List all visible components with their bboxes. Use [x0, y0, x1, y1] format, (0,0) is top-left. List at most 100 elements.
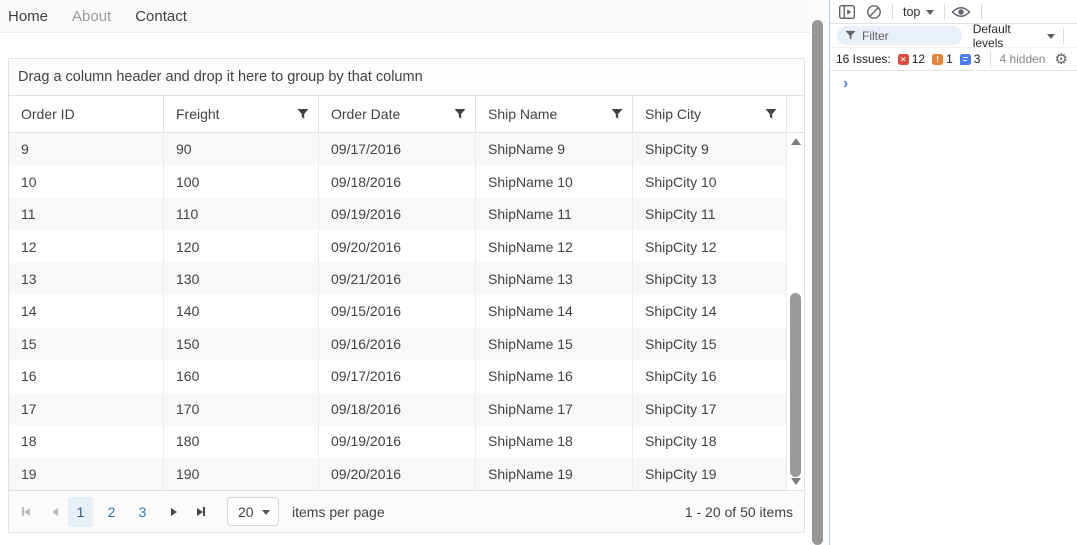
table-cell: 170: [164, 392, 319, 426]
scroll-up-icon[interactable]: [791, 138, 801, 145]
table-cell: 180: [164, 425, 319, 458]
grid-body: 9 90 09/17/2016 ShipName 9 ShipCity 9 10 100 09…: [9, 133, 804, 490]
table-cell: 19: [9, 457, 164, 490]
table-cell: 09/19/2016: [319, 197, 476, 231]
issues-bar[interactable]: 16 Issues: × 12 ! 1 3 4 hidden ⚙: [830, 47, 1077, 71]
chevron-down-icon: [926, 9, 935, 15]
table-cell: ShipCity 18: [633, 425, 787, 458]
grid-scrollbar-thumb[interactable]: [790, 293, 801, 477]
page-size-dropdown[interactable]: 20: [227, 497, 279, 526]
table-cell: 160: [164, 360, 319, 393]
table-row: 18 180 09/19/2016 ShipName 18 ShipCity 18: [9, 425, 787, 458]
table-cell: ShipName 11: [476, 197, 633, 231]
issues-label: 16 Issues:: [836, 52, 891, 66]
table-cell: 09/20/2016: [319, 230, 476, 263]
table-cell: 09/17/2016: [319, 133, 476, 166]
column-header-ship-city[interactable]: Ship City: [633, 96, 787, 132]
column-header-freight[interactable]: Freight: [164, 96, 319, 132]
page-button-1[interactable]: 1: [68, 496, 93, 527]
table-cell: ShipName 10: [476, 165, 633, 198]
console-filter-bar: Filter Default levels: [830, 22, 1077, 50]
last-page-icon-arrow: [197, 507, 203, 516]
live-expression-eye-icon[interactable]: [951, 5, 971, 19]
last-page-button[interactable]: [197, 507, 205, 516]
column-header-ship-name[interactable]: Ship Name: [476, 96, 633, 132]
table-cell: 14: [9, 295, 164, 328]
table-row: 10 100 09/18/2016 ShipName 10 ShipCity 10: [9, 165, 787, 198]
console-prompt-icon: ›: [843, 75, 849, 92]
table-cell: 09/18/2016: [319, 392, 476, 426]
table-row: 9 90 09/17/2016 ShipName 9 ShipCity 9: [9, 133, 787, 166]
console-input-line[interactable]: ›: [830, 71, 1077, 111]
column-filter-icon[interactable]: [765, 108, 777, 120]
column-filter-icon[interactable]: [297, 108, 309, 120]
table-cell: 09/15/2016: [319, 295, 476, 328]
table-cell: 120: [164, 230, 319, 263]
table-row: 16 160 09/17/2016 ShipName 16 ShipCity 16: [9, 360, 787, 393]
top-navbar: Home About Contact: [0, 0, 810, 33]
column-header-order-date[interactable]: Order Date: [319, 96, 476, 132]
browser-scrollbar[interactable]: [810, 0, 825, 545]
nav-link-contact[interactable]: Contact: [135, 7, 187, 25]
console-settings-gear-icon[interactable]: ⚙: [1054, 50, 1068, 68]
javascript-context-dropdown[interactable]: top: [899, 5, 938, 19]
orders-grid: Drag a column header and drop it here to…: [8, 58, 805, 533]
table-cell: 16: [9, 360, 164, 393]
scroll-down-icon[interactable]: [791, 478, 801, 485]
filter-funnel-icon: [845, 30, 856, 40]
table-cell: 140: [164, 295, 319, 328]
info-issues-icon: [959, 53, 971, 65]
column-header-order-id[interactable]: Order ID: [9, 96, 164, 132]
toolbar-divider: [990, 51, 992, 67]
page-button-3[interactable]: 3: [138, 503, 147, 520]
page-button-2[interactable]: 2: [107, 503, 116, 520]
filter-input[interactable]: Filter: [837, 26, 962, 45]
prev-page-button[interactable]: [52, 507, 58, 516]
browser-scrollbar-thumb[interactable]: [812, 20, 823, 545]
table-row: 11 110 09/19/2016 ShipName 11 ShipCity 11: [9, 197, 787, 231]
table-cell: 18: [9, 425, 164, 458]
log-levels-dropdown[interactable]: Default levels: [973, 22, 1056, 50]
console-sidebar-icon[interactable]: [839, 4, 855, 19]
table-cell: 10: [9, 165, 164, 198]
table-cell: ShipName 19: [476, 457, 633, 490]
column-title: Ship City: [645, 106, 702, 122]
error-issues-count: 12: [911, 52, 926, 66]
items-per-page-label: items per page: [292, 503, 385, 520]
table-cell: ShipName 15: [476, 327, 633, 361]
table-cell: 09/20/2016: [319, 457, 476, 490]
grid-vertical-scrollbar[interactable]: [787, 133, 804, 490]
table-cell: ShipCity 17: [633, 392, 787, 426]
table-cell: 100: [164, 165, 319, 198]
table-cell: ShipCity 9: [633, 133, 787, 166]
table-cell: ShipCity 11: [633, 197, 787, 231]
info-issues-count: 3: [973, 52, 981, 66]
warning-issues-icon: !: [932, 53, 944, 65]
table-cell: ShipName 9: [476, 133, 633, 166]
table-cell: 13: [9, 262, 164, 296]
filter-label: Filter: [862, 28, 889, 43]
next-page-button[interactable]: [171, 507, 177, 516]
table-row: 14 140 09/15/2016 ShipName 14 ShipCity 14: [9, 295, 787, 328]
column-title: Ship Name: [488, 106, 558, 122]
column-filter-icon[interactable]: [611, 108, 623, 120]
column-title: Order ID: [21, 106, 75, 122]
table-row: 17 170 09/18/2016 ShipName 17 ShipCity 17: [9, 392, 787, 426]
nav-link-home[interactable]: Home: [8, 7, 49, 25]
table-cell: ShipName 17: [476, 392, 633, 426]
hidden-messages-label: 4 hidden: [999, 52, 1046, 66]
table-cell: 190: [164, 457, 319, 490]
column-title: Order Date: [331, 106, 401, 122]
table-cell: 09/19/2016: [319, 425, 476, 458]
table-cell: 09/18/2016: [319, 165, 476, 198]
first-page-button[interactable]: [22, 507, 30, 516]
group-drop-area[interactable]: Drag a column header and drop it here to…: [9, 59, 804, 96]
nav-link-about[interactable]: About: [72, 7, 112, 25]
column-filter-icon[interactable]: [454, 108, 466, 120]
clear-console-icon[interactable]: [866, 4, 882, 20]
table-cell: ShipCity 19: [633, 457, 787, 490]
header-scrollbar-filler: [787, 96, 804, 132]
group-hint-text: Drag a column header and drop it here to…: [18, 69, 423, 85]
